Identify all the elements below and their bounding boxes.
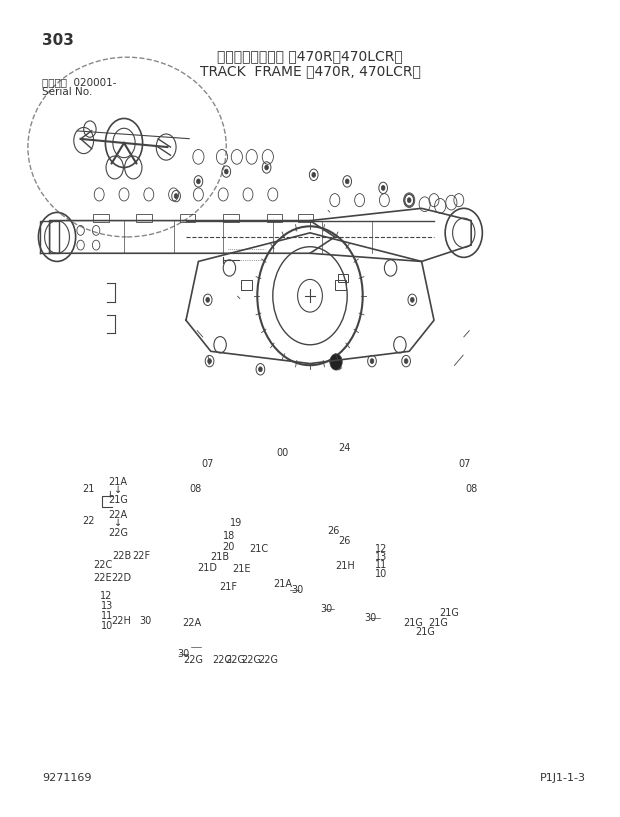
Bar	[335, 280, 346, 290]
Text: 12: 12	[100, 592, 113, 601]
Text: 30: 30	[365, 613, 377, 623]
Circle shape	[174, 194, 178, 199]
Circle shape	[370, 359, 374, 364]
Circle shape	[381, 185, 385, 190]
Text: 22: 22	[82, 516, 94, 526]
Text: 30: 30	[177, 649, 190, 659]
Text: 21G: 21G	[428, 618, 448, 627]
Text: 22G: 22G	[212, 655, 232, 665]
Text: 22G: 22G	[258, 655, 278, 665]
Text: 22G: 22G	[108, 528, 128, 538]
Text: ↓: ↓	[113, 485, 122, 495]
Circle shape	[208, 359, 211, 364]
Text: 21F: 21F	[219, 582, 237, 592]
Circle shape	[206, 297, 210, 302]
Text: 18: 18	[223, 531, 236, 541]
Text: 21D: 21D	[198, 563, 218, 573]
Text: 22G: 22G	[242, 655, 262, 665]
Text: Serial No.: Serial No.	[42, 87, 92, 97]
Text: 12: 12	[374, 544, 387, 554]
Text: 13: 13	[374, 552, 387, 562]
Text: 13: 13	[100, 601, 113, 611]
Circle shape	[345, 179, 349, 184]
Bar	[267, 214, 282, 222]
Text: 10: 10	[374, 569, 387, 578]
Text: 30: 30	[320, 604, 332, 614]
Circle shape	[410, 297, 414, 302]
Text: P1J1-1-3: P1J1-1-3	[539, 773, 585, 783]
Text: 26: 26	[339, 536, 351, 546]
Text: 9271169: 9271169	[42, 773, 92, 783]
Circle shape	[265, 165, 268, 170]
Bar	[93, 214, 108, 222]
Bar	[223, 214, 239, 222]
Text: 11: 11	[100, 611, 113, 621]
Text: 30: 30	[139, 616, 151, 626]
Text: TRACK  FRAME ＜470R, 470LCR＞: TRACK FRAME ＜470R, 470LCR＞	[200, 64, 420, 78]
Text: 21C: 21C	[250, 544, 268, 554]
Text: 26: 26	[327, 526, 340, 536]
Bar	[298, 214, 313, 222]
Bar	[136, 214, 152, 222]
Text: 21E: 21E	[232, 565, 251, 574]
Text: 21B: 21B	[211, 552, 229, 562]
Text: 22G: 22G	[226, 655, 246, 665]
Text: 08: 08	[189, 484, 202, 493]
Text: ↓: ↓	[113, 518, 122, 528]
Bar	[241, 280, 252, 290]
Text: 21A: 21A	[108, 477, 127, 487]
Text: 10: 10	[100, 621, 113, 631]
Text: 22A: 22A	[108, 510, 127, 520]
Text: 07: 07	[202, 459, 214, 469]
Text: 22G: 22G	[184, 655, 203, 665]
Circle shape	[224, 169, 228, 174]
Circle shape	[197, 179, 200, 184]
Circle shape	[312, 172, 316, 177]
Text: 21H: 21H	[335, 561, 355, 571]
Text: 20: 20	[222, 542, 234, 552]
Text: 22C: 22C	[93, 560, 113, 570]
Text: 21G: 21G	[403, 618, 423, 627]
Circle shape	[407, 198, 411, 203]
Text: 00: 00	[276, 449, 288, 458]
Bar	[180, 214, 195, 222]
Text: 08: 08	[465, 484, 477, 493]
Text: 22B: 22B	[112, 551, 131, 560]
Text: 21G: 21G	[108, 495, 128, 505]
Circle shape	[259, 367, 262, 372]
Text: 21: 21	[82, 484, 94, 493]
Bar	[338, 274, 348, 282]
Circle shape	[404, 359, 408, 364]
Text: 24: 24	[338, 443, 350, 453]
Text: 07: 07	[459, 459, 471, 469]
Text: 21G: 21G	[439, 608, 459, 618]
Text: 22D: 22D	[112, 574, 131, 583]
Text: 22F: 22F	[132, 551, 151, 560]
Text: 22H: 22H	[112, 616, 131, 626]
Text: 303: 303	[42, 33, 74, 47]
Text: 22E: 22E	[94, 574, 112, 583]
Text: 21G: 21G	[415, 627, 435, 637]
Text: 11: 11	[374, 560, 387, 570]
Circle shape	[330, 354, 342, 370]
Text: トラックフレーム ＜470R，470LCR＞: トラックフレーム ＜470R，470LCR＞	[217, 49, 403, 63]
Text: 19: 19	[229, 518, 242, 528]
Text: 30: 30	[291, 585, 304, 595]
Text: 21A: 21A	[273, 579, 292, 589]
Text: 適用号機  020001-: 適用号機 020001-	[42, 78, 117, 87]
Text: 22A: 22A	[183, 618, 202, 627]
